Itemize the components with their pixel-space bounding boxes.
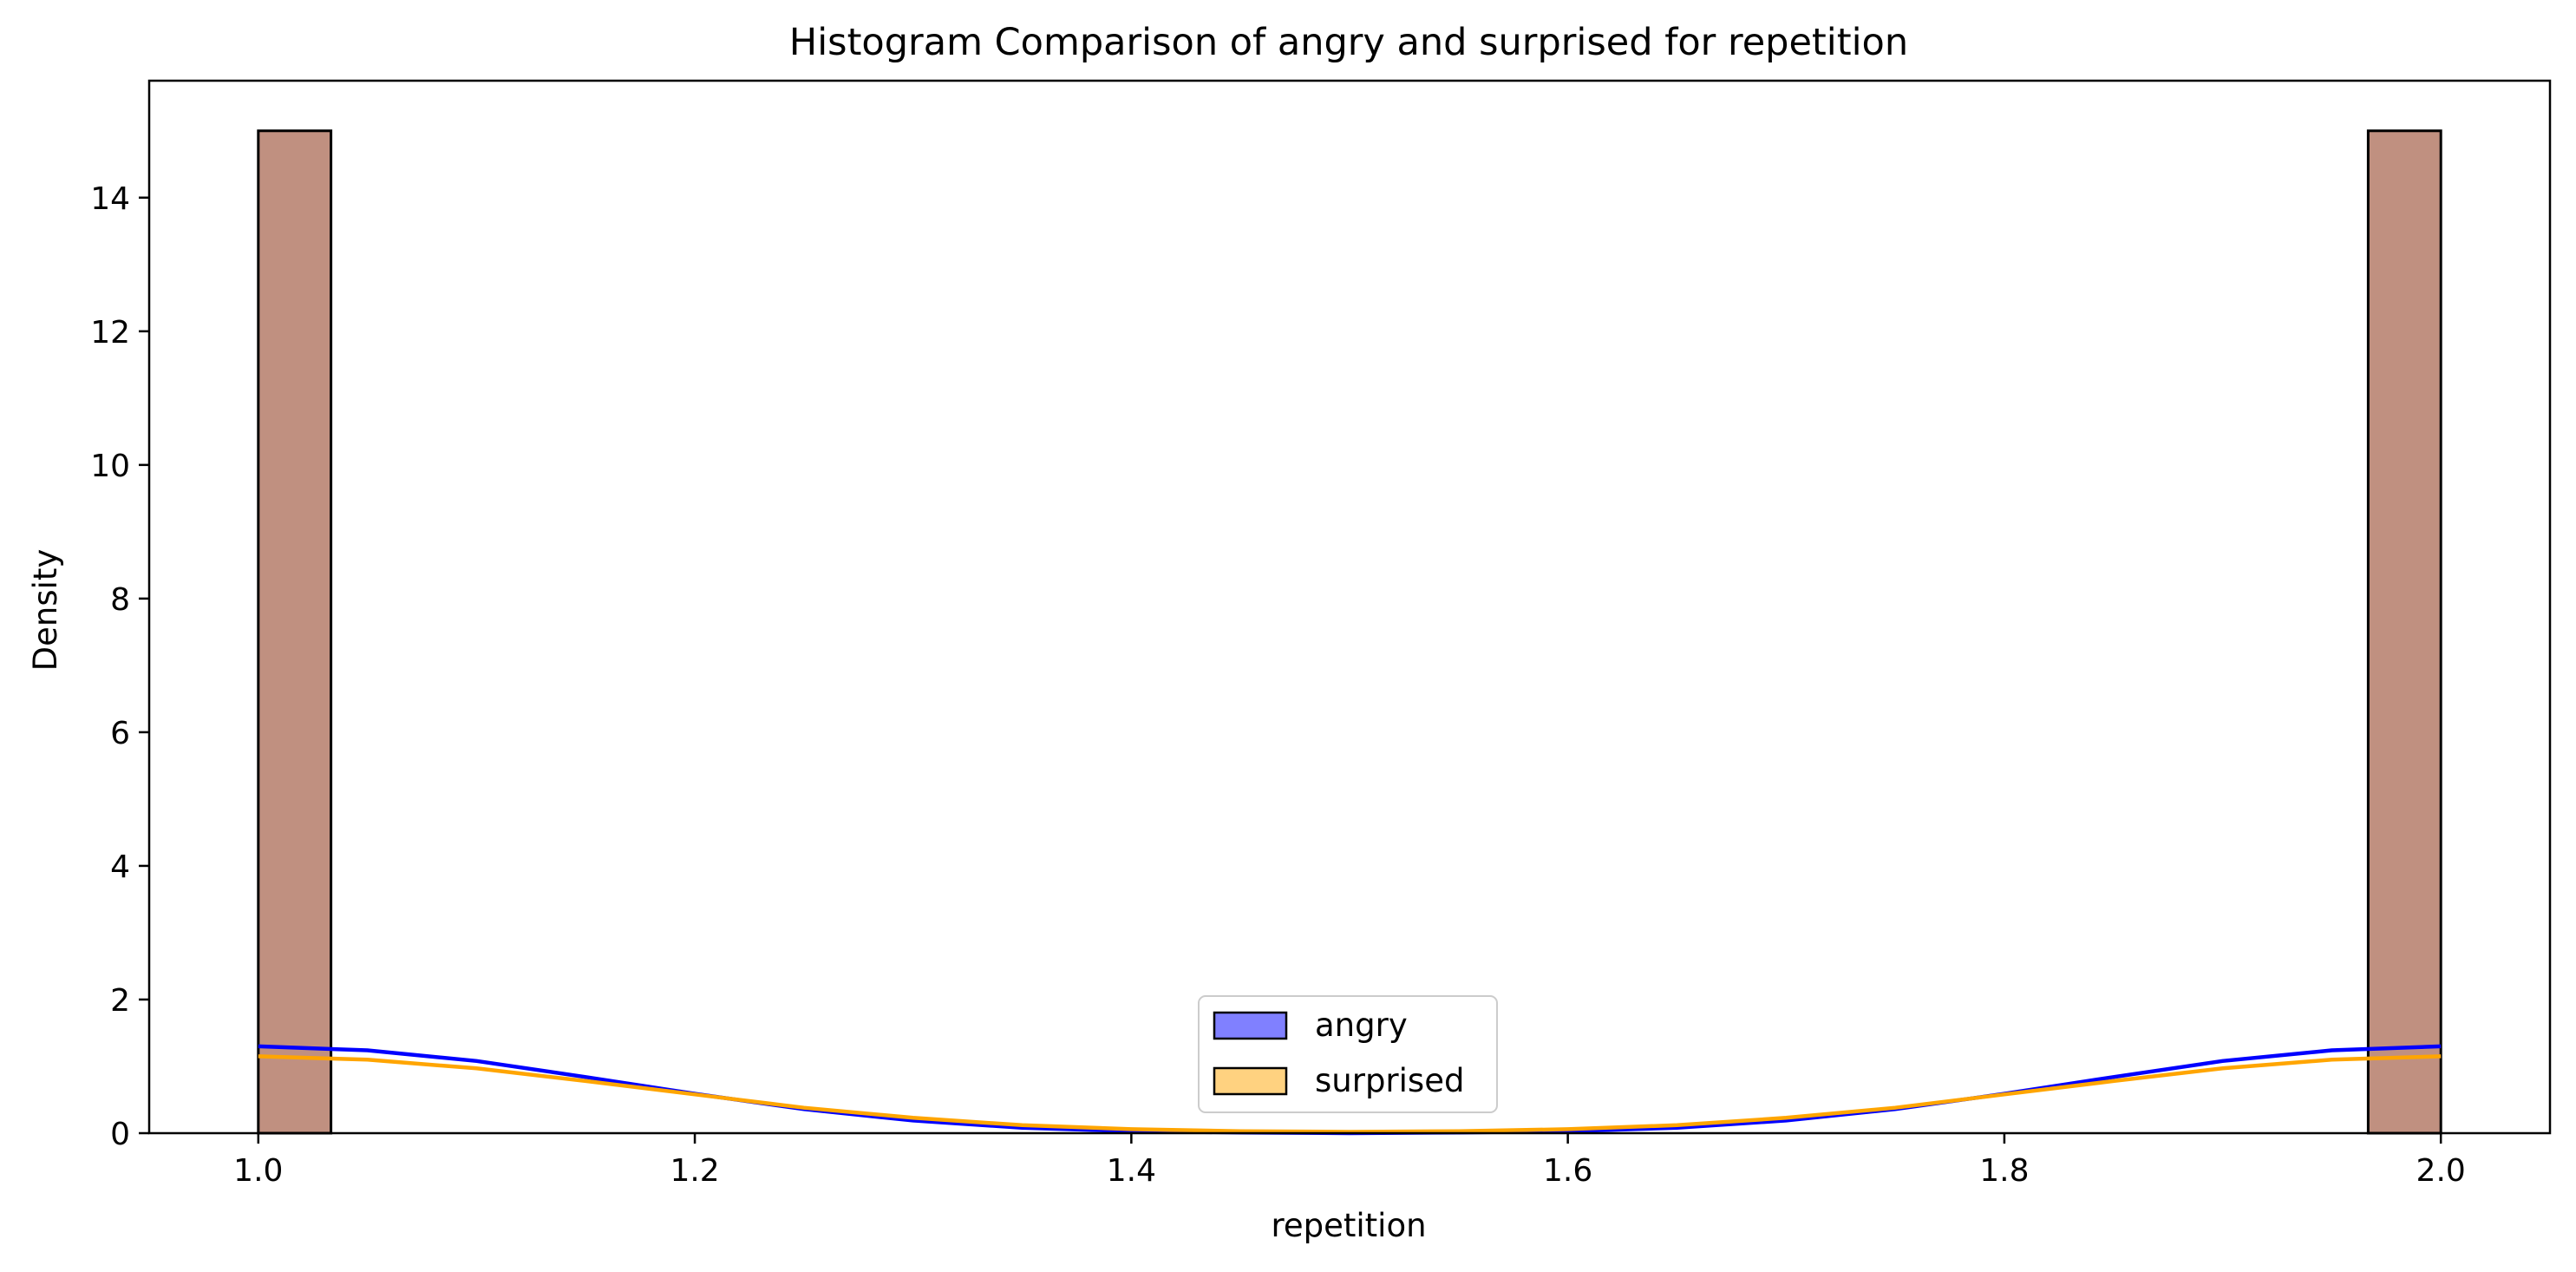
histogram-bar-1 [257, 129, 333, 1135]
x-tick-label: 1.2 [670, 1153, 719, 1189]
y-tick-label: 6 [110, 716, 130, 751]
legend-swatch-angry [1213, 1011, 1288, 1040]
y-tick-label: 10 [90, 449, 130, 484]
y-tick-label: 12 [90, 315, 130, 351]
y-axis-ticks: 0 2 4 6 8 10 12 14 [90, 181, 149, 1152]
histogram-bar-2 [2366, 129, 2442, 1135]
legend-swatch-surprised [1213, 1066, 1288, 1096]
kde-line-surprised [258, 1054, 2442, 1134]
x-tick-label: 1.8 [1979, 1153, 2029, 1189]
y-tick-label: 2 [110, 983, 130, 1019]
legend-label-angry: angry [1315, 1006, 1408, 1044]
chart-title: Histogram Comparison of angry and surpri… [789, 21, 1908, 64]
y-tick-label: 8 [110, 582, 130, 618]
y-tick-label: 0 [110, 1117, 130, 1152]
x-axis-label: repetition [1271, 1207, 1426, 1244]
y-tick-label: 4 [110, 849, 130, 885]
x-tick-label: 1.0 [233, 1153, 283, 1189]
plot-frame [147, 79, 2552, 1135]
x-tick-label: 1.6 [1543, 1153, 1592, 1189]
y-tick-label: 14 [90, 181, 130, 217]
x-tick-label: 2.0 [2416, 1153, 2466, 1189]
plot-area [149, 81, 2550, 1133]
legend: angry surprised [1198, 995, 1498, 1113]
histogram-bars [257, 129, 2442, 1135]
x-tick-label: 1.4 [1107, 1153, 1156, 1189]
y-axis-label: Density [27, 549, 64, 672]
legend-label-surprised: surprised [1315, 1062, 1464, 1099]
x-axis-ticks: 1.0 1.2 1.4 1.6 1.8 2.0 [233, 1133, 2466, 1189]
